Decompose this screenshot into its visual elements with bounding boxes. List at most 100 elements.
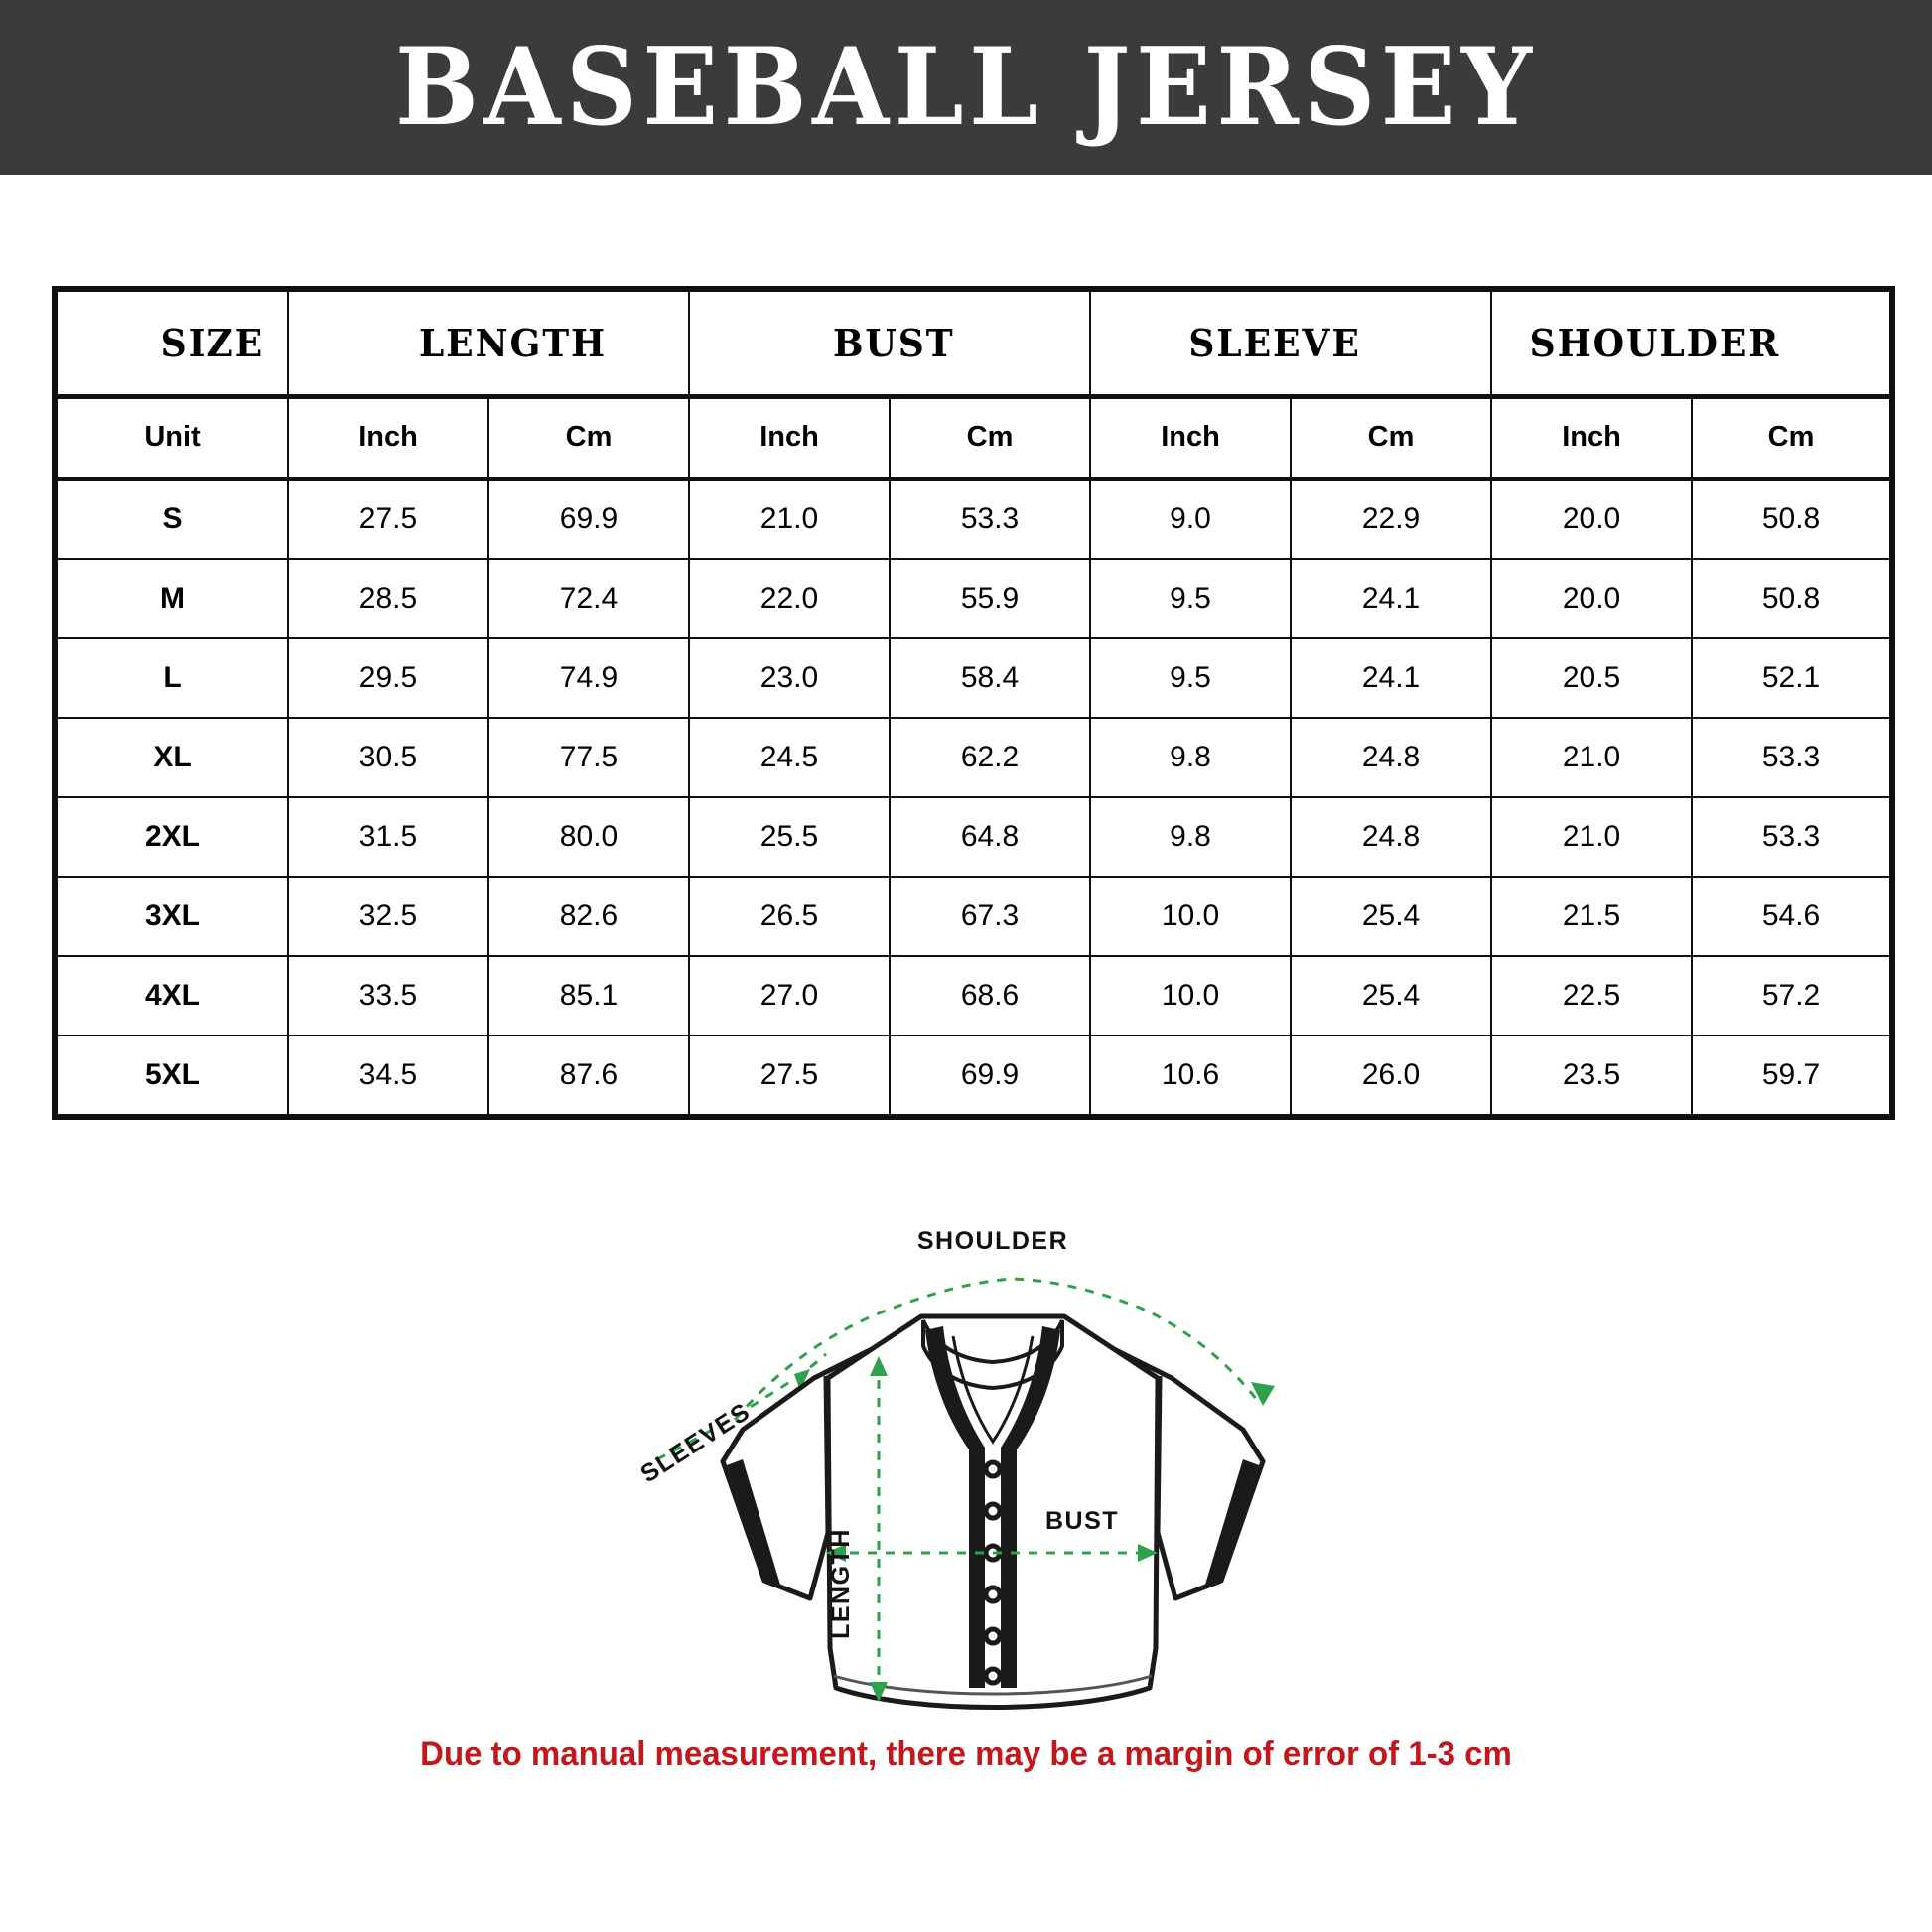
cell-size: M	[54, 557, 289, 639]
cell-size: 2XL	[54, 795, 289, 878]
cell-bust-in: 27.5	[688, 1034, 891, 1118]
cell-sleeve-in: 9.8	[1089, 795, 1293, 878]
shoulder-arrow-right-icon	[1251, 1382, 1275, 1406]
length-arrow-top-icon	[870, 1356, 888, 1376]
bust-arrow-right-icon	[1138, 1544, 1158, 1562]
group-header-length: LENGTH	[321, 288, 705, 399]
cell-bust-cm: 58.4	[888, 636, 1092, 719]
jersey-torso	[825, 1313, 1161, 1710]
shoulder-measure-line	[733, 1277, 1263, 1421]
cell-shoulder-in: 21.0	[1490, 716, 1694, 798]
cell-shoulder-in: 20.0	[1490, 557, 1694, 639]
unit-length-cm: Cm	[487, 395, 690, 481]
unit-bust-cm: Cm	[888, 395, 1092, 481]
group-header-sleeve: SLEEVE	[1083, 288, 1466, 399]
cell-shoulder-cm: 59.7	[1691, 1034, 1894, 1118]
table-row: XL 30.5 77.5 24.5 62.2 9.8 24.8 21.0 53.3	[54, 716, 1894, 798]
cell-length-in: 33.5	[287, 954, 489, 1036]
cell-length-in: 27.5	[287, 477, 489, 560]
unit-shoulder-inch: Inch	[1490, 395, 1694, 481]
cell-bust-cm: 68.6	[888, 954, 1092, 1036]
diagram-label-bust: BUST	[1045, 1507, 1119, 1535]
cell-sleeve-cm: 24.8	[1290, 716, 1493, 798]
measurement-disclaimer: Due to manual measurement, there may be …	[420, 1735, 1512, 1773]
cell-sleeve-in: 9.8	[1089, 716, 1293, 798]
cell-bust-in: 26.5	[688, 875, 891, 957]
cell-length-cm: 80.0	[487, 795, 690, 878]
cell-shoulder-cm: 53.3	[1691, 716, 1894, 798]
cell-sleeve-in: 9.5	[1089, 636, 1293, 719]
unit-label: Unit	[54, 395, 289, 481]
unit-sleeve-inch: Inch	[1089, 395, 1293, 481]
jersey-diagram: SHOULDER SLEEVES BUST LENGTH	[616, 1132, 1370, 1747]
group-header-bust: BUST	[702, 288, 1086, 399]
cell-bust-in: 24.5	[688, 716, 891, 798]
cell-bust-cm: 69.9	[888, 1034, 1092, 1118]
cell-length-cm: 72.4	[487, 557, 690, 639]
unit-sleeve-cm: Cm	[1290, 395, 1493, 481]
cell-length-cm: 69.9	[487, 477, 690, 560]
unit-length-inch: Inch	[287, 395, 489, 481]
jersey-hem-line	[833, 1674, 1153, 1696]
cell-shoulder-cm: 53.3	[1691, 795, 1894, 878]
group-header-shoulder: SHOULDER	[1464, 288, 1848, 399]
table-row: L 29.5 74.9 23.0 58.4 9.5 24.1 20.5 52.1	[54, 636, 1894, 719]
table-row: 2XL 31.5 80.0 25.5 64.8 9.8 24.8 21.0 53.3	[54, 795, 1894, 878]
page-title: BASEBALL JERSEY	[394, 25, 1538, 150]
cell-sleeve-in: 9.0	[1089, 477, 1293, 560]
cell-shoulder-cm: 50.8	[1691, 557, 1894, 639]
button-icon	[983, 1459, 1003, 1479]
button-icon	[983, 1626, 1003, 1646]
size-table: SIZE LENGTH BUST SLEEVE SHOULDER Unit In…	[52, 286, 1896, 1120]
cell-bust-cm: 64.8	[888, 795, 1092, 878]
left-cuff-band	[727, 1459, 780, 1585]
table-row: 5XL 34.5 87.6 27.5 69.9 10.6 26.0 23.5 59.7	[54, 1034, 1894, 1118]
button-icon	[983, 1666, 1003, 1686]
cell-length-in: 29.5	[287, 636, 489, 719]
cell-length-cm: 85.1	[487, 954, 690, 1036]
cell-size: 5XL	[54, 1034, 289, 1118]
size-table-container: SIZE LENGTH BUST SLEEVE SHOULDER Unit In…	[52, 286, 1896, 1120]
cell-sleeve-cm: 25.4	[1290, 875, 1493, 957]
cell-sleeve-in: 10.6	[1089, 1034, 1293, 1118]
cell-size: 3XL	[54, 875, 289, 957]
unit-bust-inch: Inch	[688, 395, 891, 481]
cell-shoulder-cm: 57.2	[1691, 954, 1894, 1036]
cell-size: L	[54, 636, 289, 719]
cell-length-in: 31.5	[287, 795, 489, 878]
cell-length-cm: 74.9	[487, 636, 690, 719]
table-group-header-row: SIZE LENGTH BUST SLEEVE SHOULDER	[99, 288, 1848, 399]
cell-shoulder-in: 21.0	[1490, 795, 1694, 878]
cell-sleeve-cm: 22.9	[1290, 477, 1493, 560]
cell-length-cm: 87.6	[487, 1034, 690, 1118]
button-icon	[983, 1585, 1003, 1604]
sleeves-arrow-icon	[794, 1369, 810, 1391]
cell-shoulder-in: 21.5	[1490, 875, 1694, 957]
diagram-label-length: LENGTH	[827, 1528, 855, 1639]
left-placket-stripe	[925, 1326, 985, 1688]
bust-arrow-left-icon	[826, 1544, 846, 1562]
cell-sleeve-in: 9.5	[1089, 557, 1293, 639]
cell-bust-in: 21.0	[688, 477, 891, 560]
cell-shoulder-in: 22.5	[1490, 954, 1694, 1036]
group-header-size: SIZE	[99, 288, 324, 399]
header-banner: BASEBALL JERSEY	[0, 0, 1932, 175]
cell-sleeve-in: 10.0	[1089, 954, 1293, 1036]
cell-sleeve-cm: 26.0	[1290, 1034, 1493, 1118]
cell-length-cm: 77.5	[487, 716, 690, 798]
cell-shoulder-cm: 50.8	[1691, 477, 1894, 560]
table-row: 4XL 33.5 85.1 27.0 68.6 10.0 25.4 22.5 57.2	[54, 954, 1894, 1036]
table-row: 3XL 32.5 82.6 26.5 67.3 10.0 25.4 21.5 54.6	[54, 875, 1894, 957]
size-table-body: S 27.5 69.9 21.0 53.3 9.0 22.9 20.0 50.8 M 28.5 72.…	[54, 477, 1894, 1118]
v-neck-line	[951, 1335, 1035, 1445]
table-row: S 27.5 69.9 21.0 53.3 9.0 22.9 20.0 50.8	[54, 477, 1894, 560]
cell-length-in: 30.5	[287, 716, 489, 798]
table-row: M 28.5 72.4 22.0 55.9 9.5 24.1 20.0 50.8	[54, 557, 1894, 639]
cell-bust-cm: 67.3	[888, 875, 1092, 957]
cell-bust-cm: 53.3	[888, 477, 1092, 560]
unit-shoulder-cm: Cm	[1691, 395, 1894, 481]
cell-length-cm: 82.6	[487, 875, 690, 957]
cell-shoulder-in: 20.5	[1490, 636, 1694, 719]
table-unit-row: Unit Inch Cm Inch Cm Inch Cm Inch Cm	[54, 395, 1894, 481]
